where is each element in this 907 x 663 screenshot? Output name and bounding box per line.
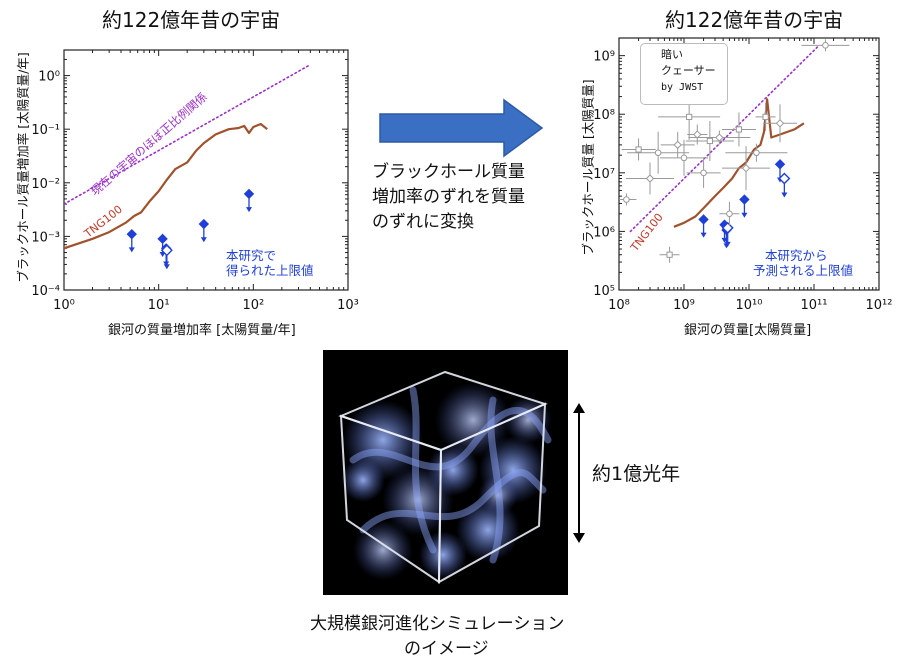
right-y-tick-label: 10⁶ xyxy=(593,225,615,240)
right-quasar-point xyxy=(741,163,751,173)
right-note-line1: 本研究から xyxy=(765,248,828,263)
image-caption-line1: 大規模銀河進化シミュレーション xyxy=(310,614,565,634)
right-quasar-point xyxy=(673,140,682,150)
left-upper-limit-arrowhead xyxy=(246,207,253,213)
left-y-tick-label: 10⁻⁴ xyxy=(31,284,60,299)
legend-quasar-line2: クェーサー xyxy=(661,64,716,77)
right-y-tick-label: 10⁹ xyxy=(593,50,615,65)
simulation-cube-image xyxy=(323,350,568,595)
right-upper-limit-marker xyxy=(721,221,734,234)
right-chart-title: 約122億年昔の宇宙 xyxy=(665,8,844,32)
left-x-tick-label: 10² xyxy=(242,298,264,313)
right-upper-limit-marker xyxy=(698,214,709,225)
right-x-axis-label: 銀河の質量[太陽質量] xyxy=(684,323,812,338)
right-quasar-point xyxy=(623,196,630,203)
right-upper-limit-arrowhead xyxy=(724,241,731,247)
right-legend: 暗い クェーサー by JWST xyxy=(640,43,728,105)
right-quasar-point xyxy=(735,126,743,133)
left-upper-limit-marker xyxy=(198,218,210,230)
right-quasar-point xyxy=(680,154,688,162)
left-note-line2: 得られた上限値 xyxy=(226,263,314,278)
right-upper-limit-arrowhead xyxy=(781,192,788,198)
scale-label: 約1億光年 xyxy=(592,463,681,485)
legend-quasar-line3: by JWST xyxy=(661,82,704,93)
right-y-tick-label: 10⁵ xyxy=(593,284,615,299)
middle-text-line3: のずれに変換 xyxy=(372,212,474,232)
left-tng100-line xyxy=(64,122,268,250)
left-x-tick-label: 10³ xyxy=(337,298,359,313)
left-y-tick-label: 10⁰ xyxy=(38,70,60,85)
nebula-glow xyxy=(478,475,518,515)
right-y-axis-label: ブラックホール質量 [太陽質量] xyxy=(580,79,596,256)
left-y-tick-label: 10⁻³ xyxy=(31,230,60,245)
right-quasar-point xyxy=(635,146,642,153)
middle-text-line1: ブラックホール質量 xyxy=(372,162,525,182)
right-quasar-point xyxy=(706,137,713,145)
right-x-tick-label: 10⁸ xyxy=(608,298,630,313)
right-quasar-point xyxy=(715,133,724,142)
right-quasar-point xyxy=(726,210,733,218)
left-y-tick-label: 10⁻² xyxy=(31,177,60,192)
right-upper-limit-marker xyxy=(774,159,786,170)
nebula-filament xyxy=(359,469,547,534)
right-x-tick-label: 10¹² xyxy=(866,298,893,313)
nebula-glow xyxy=(341,458,385,502)
right-quasar-point xyxy=(822,42,829,49)
right-proportional-line xyxy=(629,44,820,233)
left-upper-limit-arrowhead xyxy=(128,247,135,253)
left-upper-limit-marker xyxy=(126,228,137,240)
right-x-tick-label: 10¹⁰ xyxy=(736,298,763,313)
left-x-tick-label: 10⁰ xyxy=(53,298,75,313)
left-upper-limit-arrowhead xyxy=(163,264,170,270)
nebula-glow xyxy=(504,396,552,444)
right-x-tick-label: 10⁹ xyxy=(673,298,695,313)
right-quasar-point xyxy=(693,130,702,139)
right-note-line2: 予測される上限値 xyxy=(753,263,854,278)
right-quasar-point xyxy=(645,174,655,183)
right-quasar-point xyxy=(666,251,673,258)
left-note-line1: 本研究で xyxy=(226,248,277,263)
right-plot-area xyxy=(619,39,850,263)
left-proportional-label: 現在の宇宙のほぼ正比例関係 xyxy=(88,90,210,199)
right-quasar-point xyxy=(654,149,662,157)
left-upper-limit-marker xyxy=(243,188,255,200)
right-y-tick-label: 10⁸ xyxy=(593,108,615,123)
scale-double-arrow xyxy=(573,403,585,543)
left-chart-title: 約122億年昔の宇宙 xyxy=(102,8,281,32)
right-quasar-point xyxy=(700,169,707,177)
nebula-filament xyxy=(349,407,552,471)
legend-quasar-line1: 暗い xyxy=(661,48,683,61)
right-tng100-label: TNG100 xyxy=(628,211,666,255)
left-x-axis-label: 銀河の質量増加率 [太陽質量/年] xyxy=(108,323,296,338)
right-y-tick-label: 10⁷ xyxy=(593,167,615,182)
right-quasar-point xyxy=(753,149,760,157)
nebula-filament xyxy=(409,386,437,554)
image-caption-line2: のイメージ xyxy=(404,639,489,659)
right-upper-limit-arrowhead xyxy=(700,232,707,238)
right-quasar-point xyxy=(686,113,693,121)
right-x-tick-label: 10¹¹ xyxy=(801,298,828,313)
right-quasar-point xyxy=(762,113,769,121)
left-x-tick-label: 10¹ xyxy=(148,298,170,313)
right-upper-limit-arrowhead xyxy=(741,212,748,218)
left-upper-limit-arrowhead xyxy=(163,261,170,267)
left-upper-limit-marker xyxy=(157,233,168,245)
right-upper-limit-marker xyxy=(778,172,791,185)
middle-text-line2: 増加率のずれを質量 xyxy=(372,187,525,207)
right-upper-limit-marker xyxy=(739,194,750,205)
nebula-glow xyxy=(435,382,511,458)
left-y-tick-label: 10⁻¹ xyxy=(31,123,60,138)
nebula-filament xyxy=(487,396,504,564)
right-quasar-point xyxy=(775,119,785,128)
left-proportional-line xyxy=(64,63,312,205)
transform-arrow xyxy=(379,98,544,158)
left-plot-frame xyxy=(63,49,349,291)
left-plot-area xyxy=(64,63,312,270)
nebula-glow xyxy=(419,531,467,579)
left-upper-limit-arrowhead xyxy=(200,237,207,243)
left-upper-limit-marker xyxy=(160,244,173,257)
